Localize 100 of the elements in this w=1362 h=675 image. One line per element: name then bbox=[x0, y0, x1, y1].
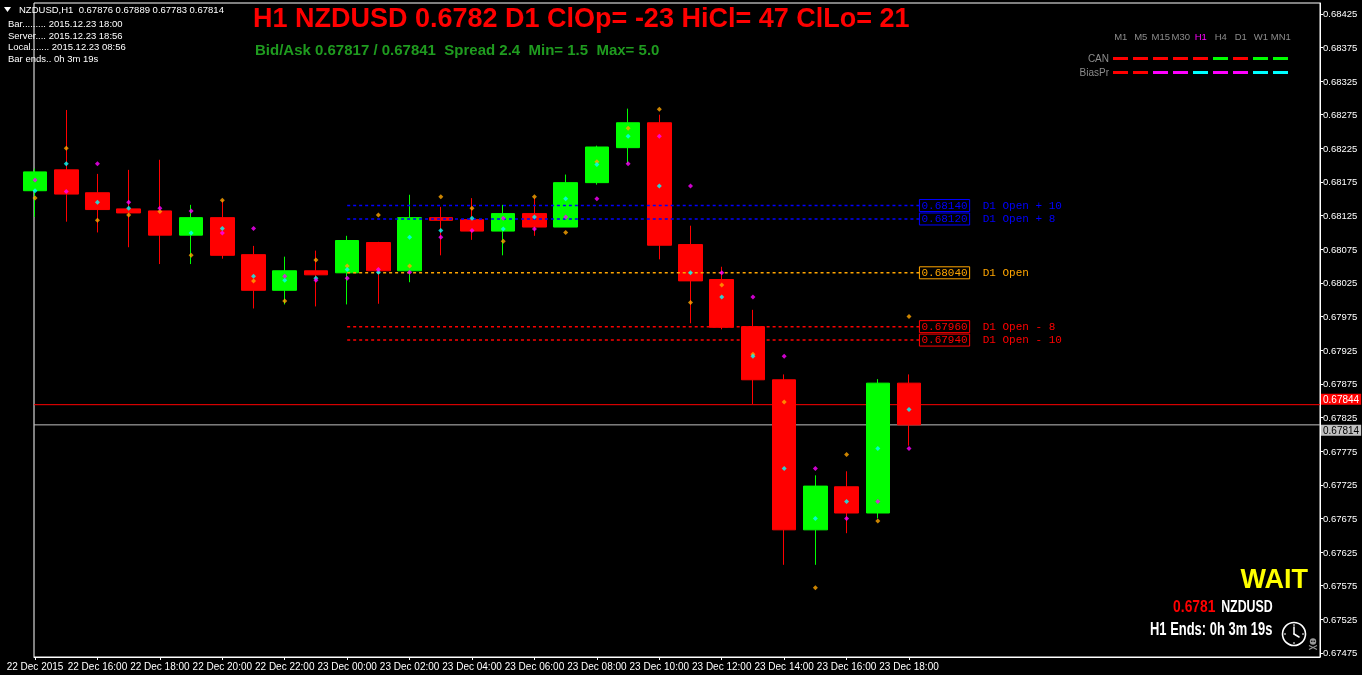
point bbox=[251, 278, 257, 284]
candlestick bbox=[148, 159, 172, 265]
point bbox=[469, 205, 475, 211]
point bbox=[531, 226, 537, 232]
annotation: 0.6781 bbox=[1172, 597, 1215, 615]
point bbox=[500, 226, 506, 232]
point bbox=[63, 161, 69, 167]
point bbox=[844, 499, 850, 505]
ref-line-label: 0.67814 bbox=[1323, 425, 1360, 437]
point bbox=[688, 270, 694, 276]
x-tick-label: 22 Dec 2015 bbox=[6, 660, 64, 672]
point bbox=[563, 229, 569, 235]
point bbox=[219, 230, 225, 236]
point bbox=[906, 406, 912, 412]
data-label: 0.68140 bbox=[921, 199, 968, 212]
data-label: 0.67960 bbox=[921, 320, 968, 333]
point bbox=[375, 212, 381, 218]
point bbox=[656, 106, 662, 112]
candlestick bbox=[335, 235, 359, 305]
annotation: CAN bbox=[1087, 52, 1109, 64]
candlestick bbox=[585, 145, 609, 186]
point bbox=[469, 215, 475, 221]
x-tick-label: 23 Dec 06:00 bbox=[504, 660, 565, 672]
y-tick-label: 0.67975 bbox=[1323, 311, 1358, 323]
point bbox=[313, 257, 319, 263]
point bbox=[844, 515, 850, 521]
annotation: H1 bbox=[1194, 31, 1207, 42]
annotation: M30 bbox=[1171, 31, 1191, 42]
point bbox=[812, 585, 818, 591]
x-tick-label: 23 Dec 10:00 bbox=[629, 660, 690, 672]
point bbox=[625, 133, 631, 139]
x-tick-label: 23 Dec 04:00 bbox=[442, 660, 503, 672]
x-tick-label: 23 Dec 00:00 bbox=[317, 660, 378, 672]
candlestick bbox=[866, 378, 890, 519]
point bbox=[407, 234, 413, 240]
point bbox=[500, 238, 506, 244]
point bbox=[126, 212, 132, 218]
y-tick-label: 0.67525 bbox=[1323, 613, 1358, 625]
y-tick-label: 0.67875 bbox=[1323, 378, 1358, 390]
point bbox=[282, 298, 288, 304]
point bbox=[875, 499, 881, 505]
y-tick-label: 0.67625 bbox=[1323, 546, 1358, 558]
point bbox=[625, 125, 631, 131]
annotation: MN1 bbox=[1270, 31, 1291, 42]
candlestick bbox=[85, 173, 110, 233]
candlestick bbox=[647, 114, 672, 260]
point bbox=[844, 451, 850, 457]
x-tick-label: 22 Dec 20:00 bbox=[192, 660, 253, 672]
x-tick-label: 22 Dec 22:00 bbox=[255, 660, 315, 672]
candlestick bbox=[678, 225, 703, 324]
point bbox=[531, 214, 537, 220]
point bbox=[188, 230, 194, 236]
y-tick-label: 0.68175 bbox=[1323, 176, 1358, 188]
legend-label: D1 Open - 8 bbox=[982, 320, 1056, 333]
point bbox=[188, 252, 194, 258]
point bbox=[656, 183, 662, 189]
point bbox=[719, 270, 725, 276]
point bbox=[32, 188, 38, 194]
candlestick bbox=[616, 108, 640, 165]
point bbox=[94, 161, 100, 167]
annotation: D1 bbox=[1234, 31, 1247, 42]
candlestick bbox=[272, 256, 297, 305]
y-tick-label: 0.68275 bbox=[1323, 109, 1358, 121]
point bbox=[469, 227, 475, 233]
point bbox=[438, 194, 444, 200]
chart-title: H1 NZDUSD 0.6782 D1 ClOp= -23 HiCl= 47 ClLo= 21 bbox=[253, 3, 910, 33]
annotation: WAIT bbox=[1240, 564, 1308, 594]
ref-line-label: 0.67844 bbox=[1323, 394, 1360, 406]
point bbox=[531, 194, 537, 200]
candlestick bbox=[553, 174, 578, 228]
y-tick-label: 0.68225 bbox=[1323, 142, 1358, 154]
candlestick bbox=[834, 470, 859, 534]
point bbox=[157, 205, 163, 211]
x-tick-label: 23 Dec 02:00 bbox=[379, 660, 440, 672]
x-tick-label: 22 Dec 16:00 bbox=[67, 660, 128, 672]
point bbox=[656, 133, 662, 139]
annotation: M15 bbox=[1151, 31, 1171, 42]
legend-label: D1 Open - 10 bbox=[982, 334, 1062, 347]
text: Bid/Ask 0.67817 / 0.67841 Spread 2.4 Min= 1.5 Max= 5.0 bbox=[255, 41, 660, 58]
candlestick bbox=[397, 194, 422, 283]
x-tick-label: 23 Dec 08:00 bbox=[567, 660, 628, 672]
point bbox=[63, 145, 69, 151]
x-tick-label: 23 Dec 14:00 bbox=[754, 660, 815, 672]
point bbox=[594, 196, 600, 202]
point bbox=[812, 515, 818, 521]
point bbox=[438, 227, 444, 233]
point bbox=[719, 294, 725, 300]
data-label: 0.68120 bbox=[921, 212, 968, 225]
y-tick-label: 0.67775 bbox=[1323, 445, 1358, 457]
point bbox=[344, 275, 350, 281]
point bbox=[32, 195, 38, 201]
point bbox=[812, 466, 818, 472]
point bbox=[126, 199, 132, 205]
y-tick-label: 0.67925 bbox=[1323, 344, 1358, 356]
point bbox=[94, 217, 100, 223]
y-tick-label: 0.67725 bbox=[1323, 479, 1358, 491]
candlestick bbox=[366, 241, 391, 305]
annotation: Bar......... 2015.12.23 18:00 bbox=[8, 17, 123, 29]
point bbox=[438, 234, 444, 240]
point bbox=[126, 205, 132, 211]
